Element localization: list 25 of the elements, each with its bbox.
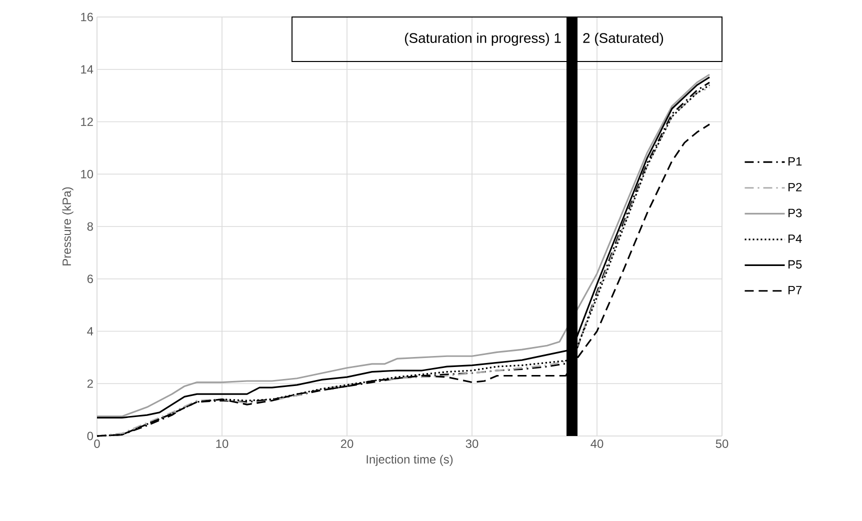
y-axis-title: Pressure (kPa) xyxy=(62,187,74,266)
y-tick-label: 2 xyxy=(87,379,93,388)
legend-label: P5 xyxy=(788,260,802,269)
x-tick-label: 0 xyxy=(94,440,100,448)
y-tick-label: 0 xyxy=(87,432,94,440)
annotation: 2 (Saturated) xyxy=(583,32,664,46)
x-tick-label: 30 xyxy=(466,440,478,448)
x-tick-label: 20 xyxy=(340,440,354,448)
annotation: (Saturation in progress) 1 xyxy=(404,32,561,46)
y-tick-label: 8 xyxy=(87,222,93,231)
y-tick-label: 16 xyxy=(81,12,93,22)
y-tick-label: 14 xyxy=(81,65,94,74)
x-axis-title: Injection time (s) xyxy=(366,454,453,466)
y-tick-label: 10 xyxy=(81,170,94,178)
legend-label: P3 xyxy=(788,208,802,218)
x-tick-label: 50 xyxy=(716,440,728,448)
legend-label: P1 xyxy=(788,157,802,166)
y-tick-label: 4 xyxy=(87,327,94,336)
legend-label: P2 xyxy=(788,182,802,192)
legend-label: P7 xyxy=(788,286,802,294)
x-tick-label: 10 xyxy=(216,440,228,448)
legend-label: P4 xyxy=(788,234,802,243)
x-tick-label: 40 xyxy=(590,440,604,448)
y-tick-label: 6 xyxy=(87,274,93,284)
y-tick-label: 12 xyxy=(81,118,93,126)
